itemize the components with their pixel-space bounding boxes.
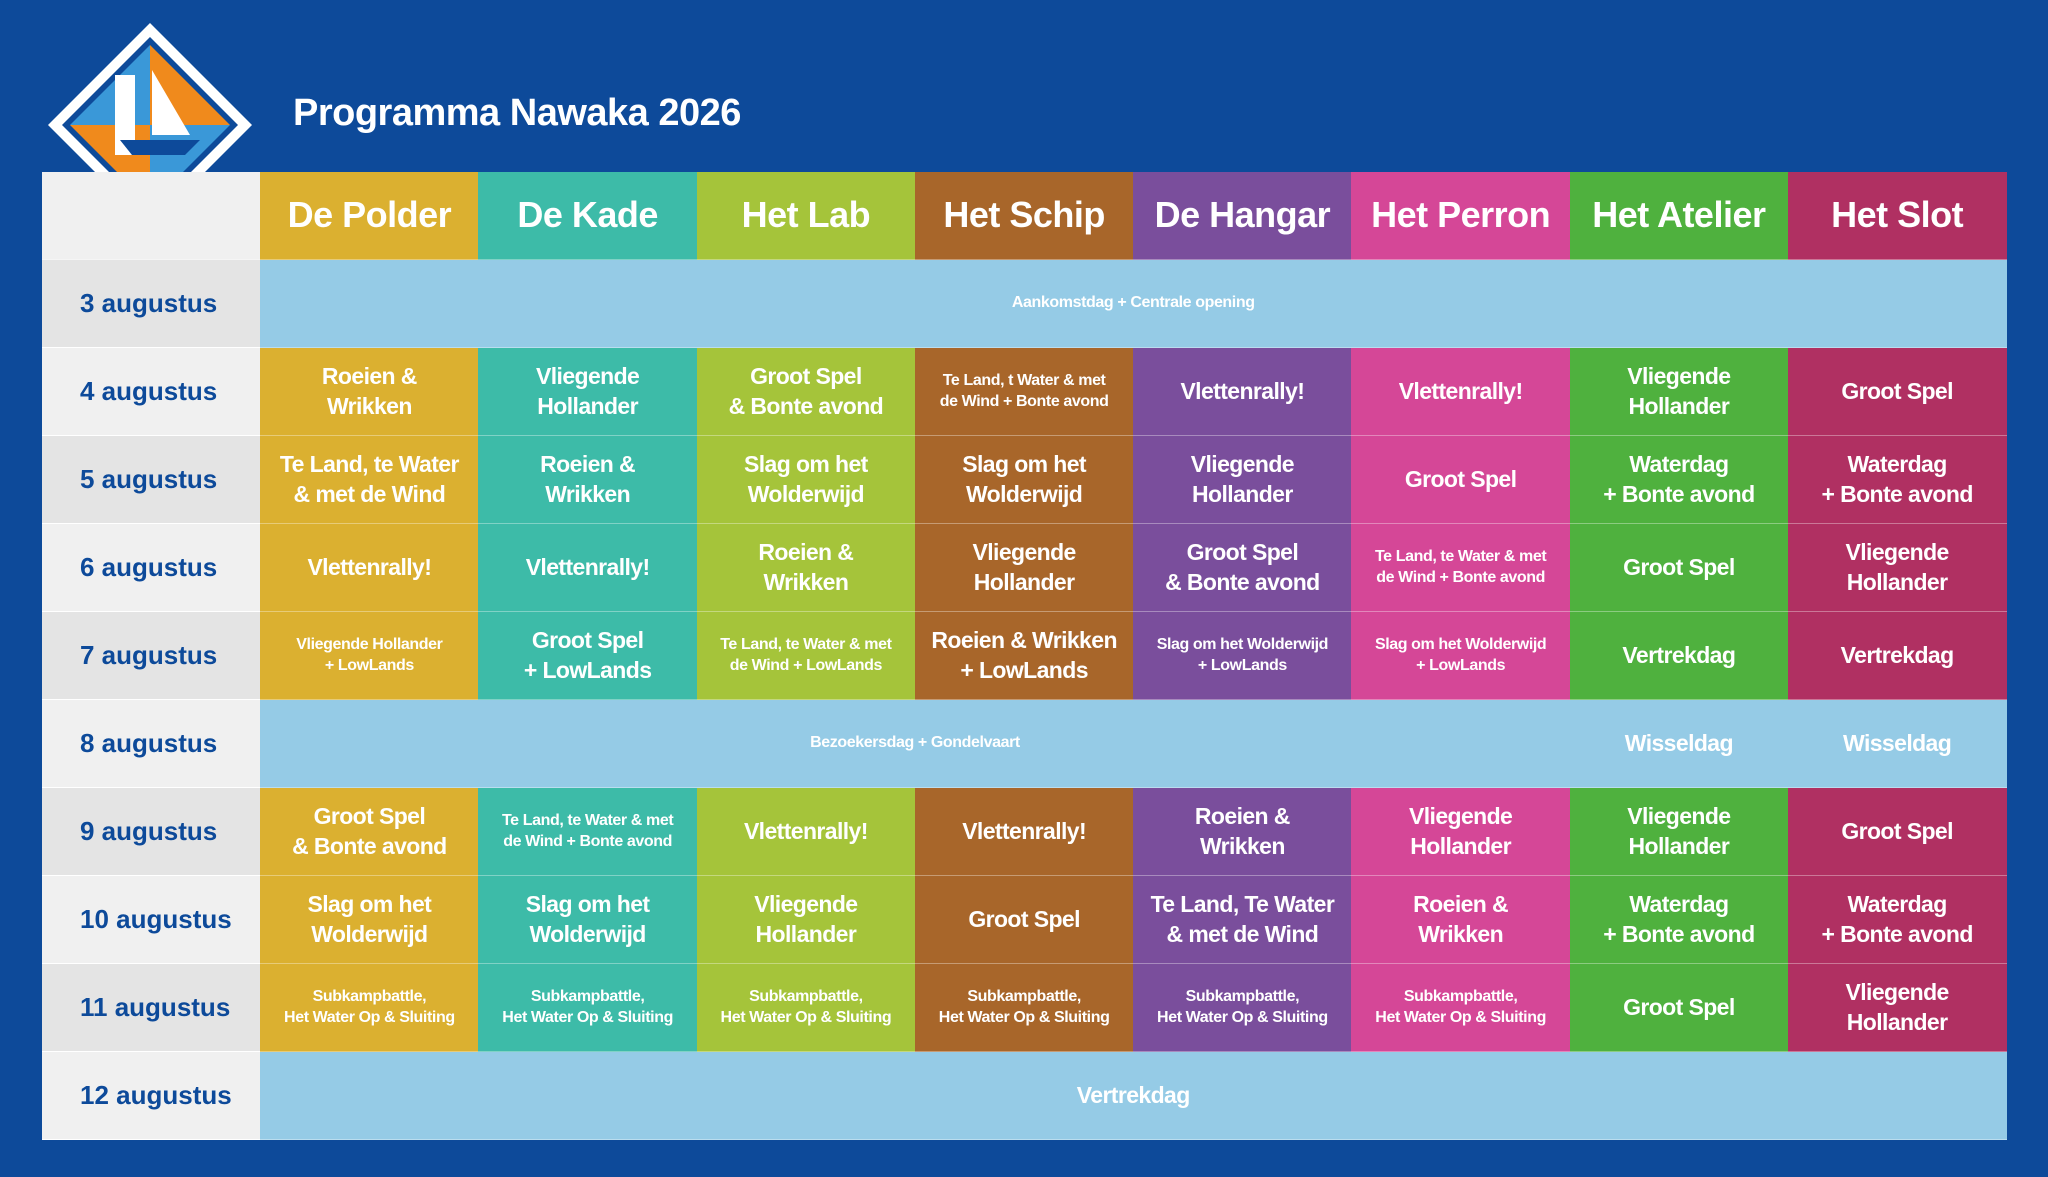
activity-cell: Vertrekdag	[1569, 612, 1789, 700]
activity-cell: Subkampbattle, Het Water Op & Sluiting	[478, 964, 697, 1052]
activity-cell: Slag om het Wolderwijd	[260, 876, 479, 964]
activity-cell: Groot Spel	[1569, 524, 1789, 612]
activity-cell: Vlettenrally!	[696, 788, 916, 876]
date-label: 5 augustus	[42, 436, 260, 524]
activity-cell: Groot Spel	[914, 876, 1134, 964]
activity-cell: Vlettenrally!	[914, 788, 1134, 876]
activity-cell: Vliegende Hollander	[478, 348, 697, 436]
activity-cell: Roeien & Wrikken + LowLands	[914, 612, 1134, 700]
activity-cell: Vlettenrally!	[1351, 348, 1570, 436]
column-header: Het Perron	[1351, 172, 1570, 260]
activity-cell: Wisseldag	[1787, 700, 2007, 788]
activity-cell: Vliegende Hollander + LowLands	[260, 612, 479, 700]
activity-cell: Aankomstdag + Centrale opening	[260, 260, 2007, 348]
activity-cell: Slag om het Wolderwijd	[914, 436, 1134, 524]
activity-cell: Subkampbattle, Het Water Op & Sluiting	[260, 964, 479, 1052]
activity-cell: Te Land, te Water & met de Wind + Bonte …	[478, 788, 697, 876]
activity-cell: Groot Spel & Bonte avond	[1133, 524, 1352, 612]
activity-cell: Vliegende Hollander	[1351, 788, 1570, 876]
column-header: Het Slot	[1787, 172, 2007, 260]
activity-cell: Te Land, te Water & met de Wind + Bonte …	[1351, 524, 1570, 612]
activity-cell: Roeien & Wrikken	[1351, 876, 1570, 964]
activity-cell: Wisseldag	[1569, 700, 1789, 788]
column-header: Het Lab	[696, 172, 916, 260]
activity-cell: Roeien & Wrikken	[1133, 788, 1352, 876]
column-header: De Polder	[260, 172, 479, 260]
date-label: 12 augustus	[42, 1052, 260, 1140]
activity-cell: Te Land, te Water & met de Wind + LowLan…	[696, 612, 916, 700]
activity-cell: Waterdag + Bonte avond	[1569, 436, 1789, 524]
activity-cell: Te Land, Te Water & met de Wind	[1133, 876, 1352, 964]
activity-cell: Vertrekdag	[1787, 612, 2007, 700]
activity-cell: Waterdag + Bonte avond	[1787, 436, 2007, 524]
activity-cell: Vliegende Hollander	[914, 524, 1134, 612]
date-label: 6 augustus	[42, 524, 260, 612]
date-label: 9 augustus	[42, 788, 260, 876]
activity-cell: Waterdag + Bonte avond	[1569, 876, 1789, 964]
activity-cell: Slag om het Wolderwijd	[478, 876, 697, 964]
activity-cell: Groot Spel	[1569, 964, 1789, 1052]
activity-cell: Vliegende Hollander	[1787, 964, 2007, 1052]
date-label: 7 augustus	[42, 612, 260, 700]
activity-cell: Groot Spel	[1787, 788, 2007, 876]
date-label: 4 augustus	[42, 348, 260, 436]
corner	[42, 172, 260, 260]
activity-cell: Vliegende Hollander	[1569, 788, 1789, 876]
activity-cell: Groot Spel	[1351, 436, 1570, 524]
activity-cell: Groot Spel & Bonte avond	[696, 348, 916, 436]
activity-cell: Subkampbattle, Het Water Op & Sluiting	[1351, 964, 1570, 1052]
date-label: 8 augustus	[42, 700, 260, 788]
activity-cell: Roeien & Wrikken	[478, 436, 697, 524]
activity-cell: Slag om het Wolderwijd + LowLands	[1133, 612, 1352, 700]
date-label: 10 augustus	[42, 876, 260, 964]
activity-cell: Groot Spel & Bonte avond	[260, 788, 479, 876]
activity-cell: Groot Spel	[1787, 348, 2007, 436]
activity-cell: Te Land, t Water & met de Wind + Bonte a…	[914, 348, 1134, 436]
activity-cell: Roeien & Wrikken	[260, 348, 479, 436]
activity-cell: Vliegende Hollander	[1133, 436, 1352, 524]
activity-cell: Subkampbattle, Het Water Op & Sluiting	[914, 964, 1134, 1052]
column-header: Het Schip	[914, 172, 1134, 260]
activity-cell: Vlettenrally!	[478, 524, 697, 612]
activity-cell: Slag om het Wolderwijd	[696, 436, 916, 524]
column-header: Het Atelier	[1569, 172, 1789, 260]
activity-cell: Vlettenrally!	[1133, 348, 1352, 436]
activity-cell: Subkampbattle, Het Water Op & Sluiting	[1133, 964, 1352, 1052]
activity-cell: Bezoekersdag + Gondelvaart	[260, 700, 1570, 788]
column-header: De Kade	[478, 172, 697, 260]
activity-cell: Vertrekdag	[260, 1052, 2007, 1140]
activity-cell: Te Land, te Water & met de Wind	[260, 436, 479, 524]
activity-cell: Slag om het Wolderwijd + LowLands	[1351, 612, 1570, 700]
activity-cell: Waterdag + Bonte avond	[1787, 876, 2007, 964]
activity-cell: Groot Spel + LowLands	[478, 612, 697, 700]
column-header: De Hangar	[1133, 172, 1352, 260]
activity-cell: Roeien & Wrikken	[696, 524, 916, 612]
page-title: Programma Nawaka 2026	[293, 92, 741, 134]
activity-cell: Subkampbattle, Het Water Op & Sluiting	[696, 964, 916, 1052]
date-label: 11 augustus	[42, 964, 260, 1052]
date-label: 3 augustus	[42, 260, 260, 348]
activity-cell: Vliegende Hollander	[696, 876, 916, 964]
activity-cell: Vliegende Hollander	[1787, 524, 2007, 612]
activity-cell: Vliegende Hollander	[1569, 348, 1789, 436]
activity-cell: Vlettenrally!	[260, 524, 479, 612]
